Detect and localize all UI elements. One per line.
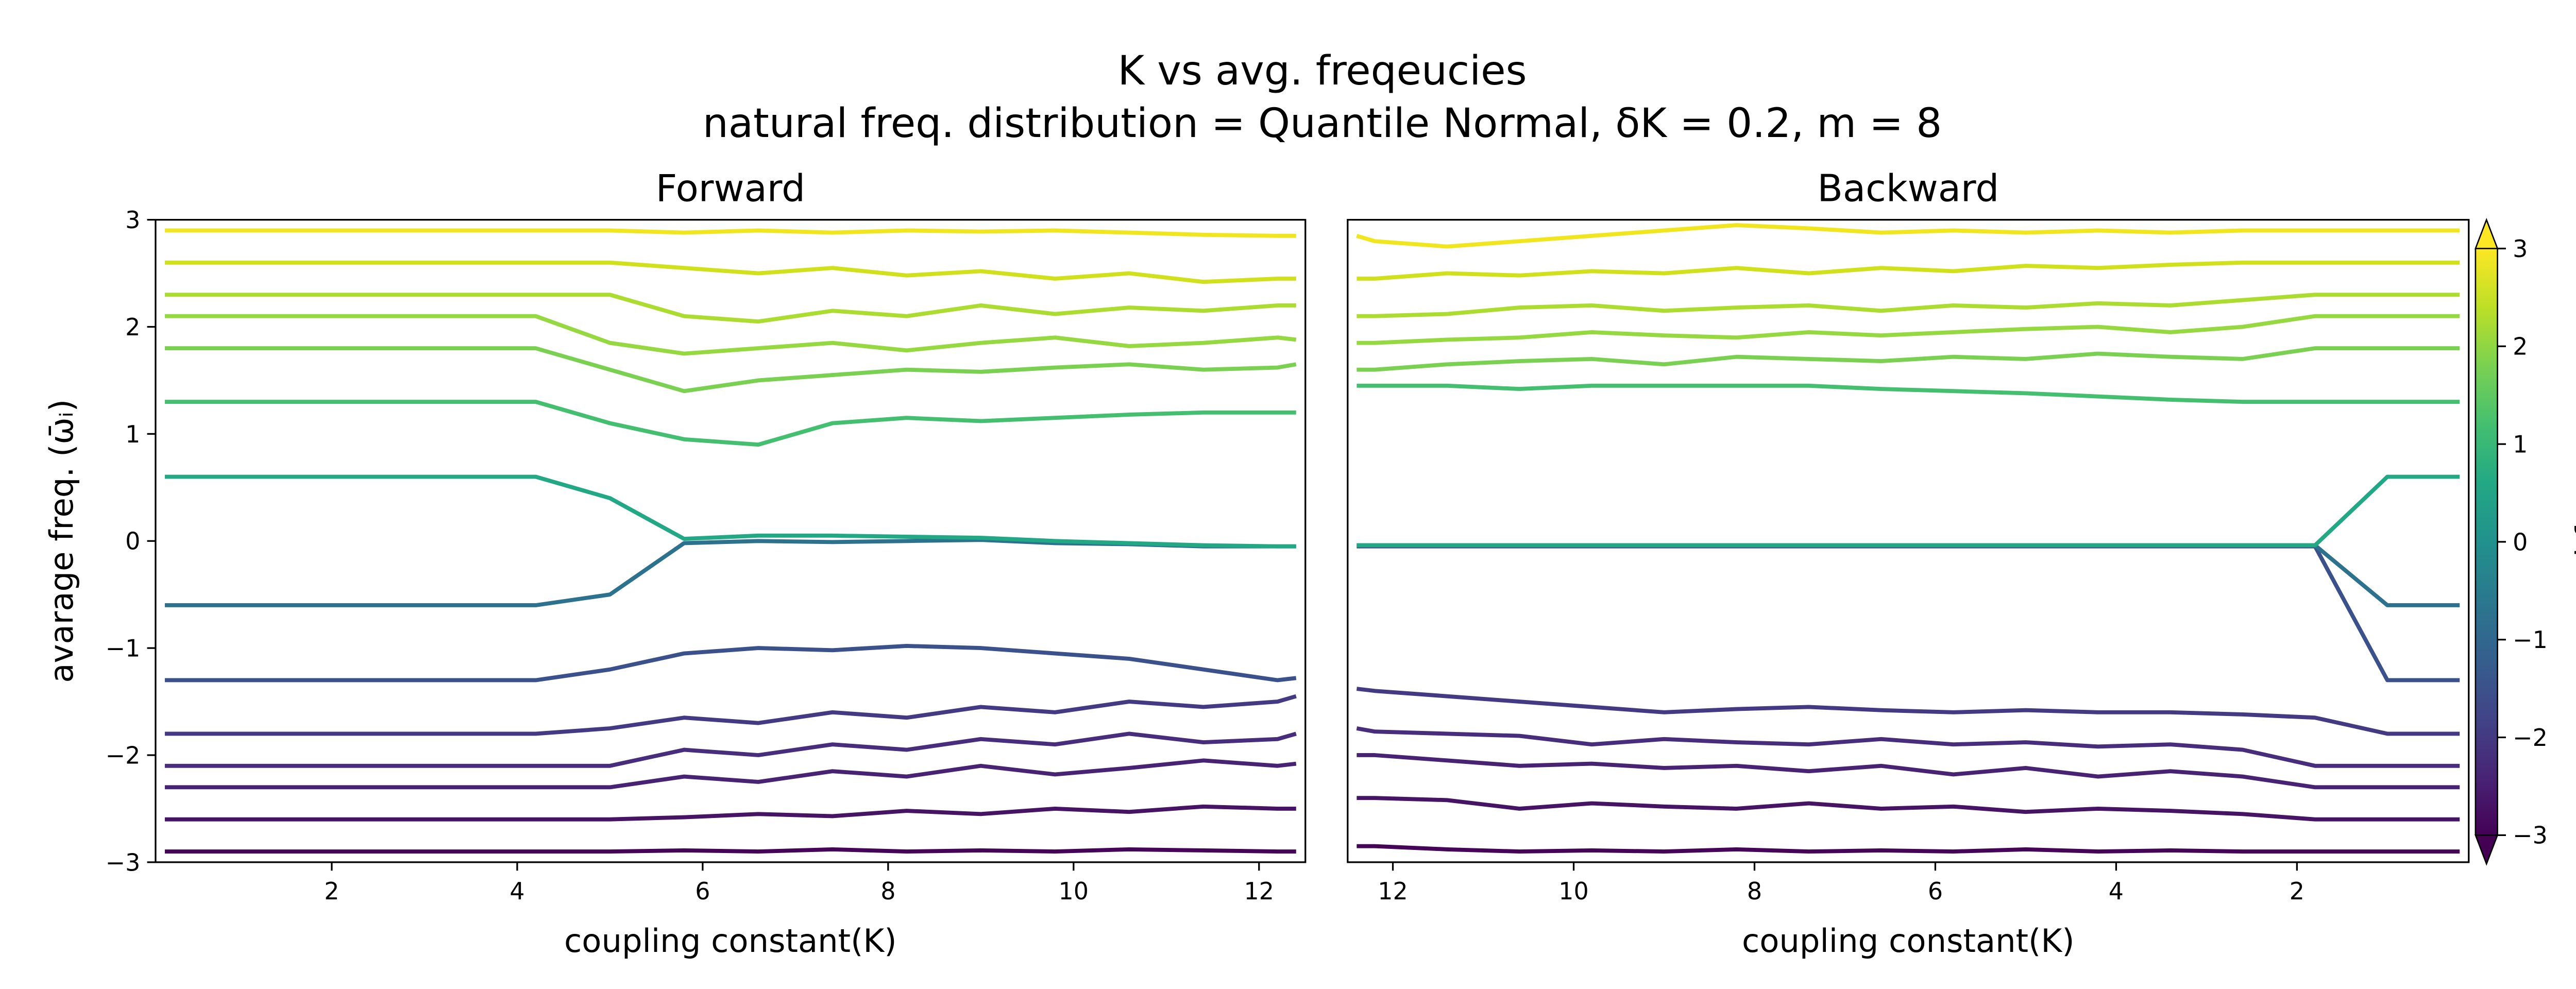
series-line [1357,346,2460,372]
colorbar-tick-label: −1 [2513,626,2548,654]
plot-area [164,228,1297,854]
series-line [164,731,1297,768]
colorbar [2475,248,2498,835]
y-tick-label: 1 [125,420,140,448]
series-line [1357,314,2460,345]
axes-title: Forward [656,167,805,211]
series-line [164,694,1297,736]
x-tick-label: 2 [324,877,339,905]
series-line [1357,796,2460,822]
series-line [1357,260,2460,281]
x-tick-label: 12 [1378,877,1408,905]
series-line [164,314,1297,356]
series-line [164,804,1296,822]
axes-title: Backward [1817,167,1999,211]
colorbar-tick-label: −3 [2513,822,2548,849]
x-tick-label: 6 [1928,877,1943,905]
colorbar-tick-label: 0 [2513,528,2528,556]
y-tick-label: 3 [125,206,140,234]
series-line [164,400,1296,447]
colorbar-tick-label: −2 [2513,724,2548,752]
series-line [164,228,1296,238]
x-axis-label: coupling constant(K) [564,922,897,960]
y-tick-label: 0 [125,527,140,555]
series-line [164,758,1297,790]
series-line [1357,844,2460,854]
x-tick-label: 4 [2109,877,2124,905]
x-tick-label: 10 [1558,877,1588,905]
colorbar-tick-label: 1 [2513,430,2528,458]
series-line [164,293,1296,324]
y-axis-label: avarage freq. (ω̄ᵢ) [43,399,80,683]
x-tick-label: 12 [1244,877,1274,905]
series-line [164,346,1297,394]
colorbar-tick-label: 2 [2513,333,2528,361]
x-tick-label: 6 [695,877,710,905]
x-tick-label: 8 [880,877,895,905]
colorbar-extend-top [2475,217,2499,249]
colorbar-extend-bottom [2475,834,2499,866]
series-line [1357,753,2460,790]
colorbar-tick-label: 3 [2513,235,2528,263]
y-tick-label: 2 [125,313,140,341]
series-line [164,847,1296,854]
series-line [1357,474,2460,548]
series-line [164,260,1296,284]
colorbar-label: natural freq. ωᵢ [2569,421,2576,663]
series-line [1357,383,2460,404]
x-tick-label: 8 [1747,877,1762,905]
y-tick-label: −2 [106,741,141,769]
series-line [164,644,1297,683]
figure-title: K vs avg. freqeucies [1118,47,1527,94]
figure-subtitle: natural freq. distribution = Quantile No… [703,99,1942,147]
series-line [1357,544,2460,683]
x-tick-label: 4 [510,877,524,905]
y-tick-label: −3 [106,848,141,876]
series-line [1357,293,2460,318]
x-tick-label: 10 [1059,877,1089,905]
series-line [164,538,1296,607]
axes-frame [1347,219,2470,863]
series-line [1356,223,2460,249]
series-line [1357,543,2460,607]
y-tick-label: −1 [106,635,141,662]
x-axis-label: coupling constant(K) [1742,922,2075,960]
x-tick-label: 2 [2290,877,2304,905]
series-line [164,474,1296,549]
series-line [1356,726,2460,768]
series-line [1356,687,2460,736]
plot-area [1356,223,2460,854]
